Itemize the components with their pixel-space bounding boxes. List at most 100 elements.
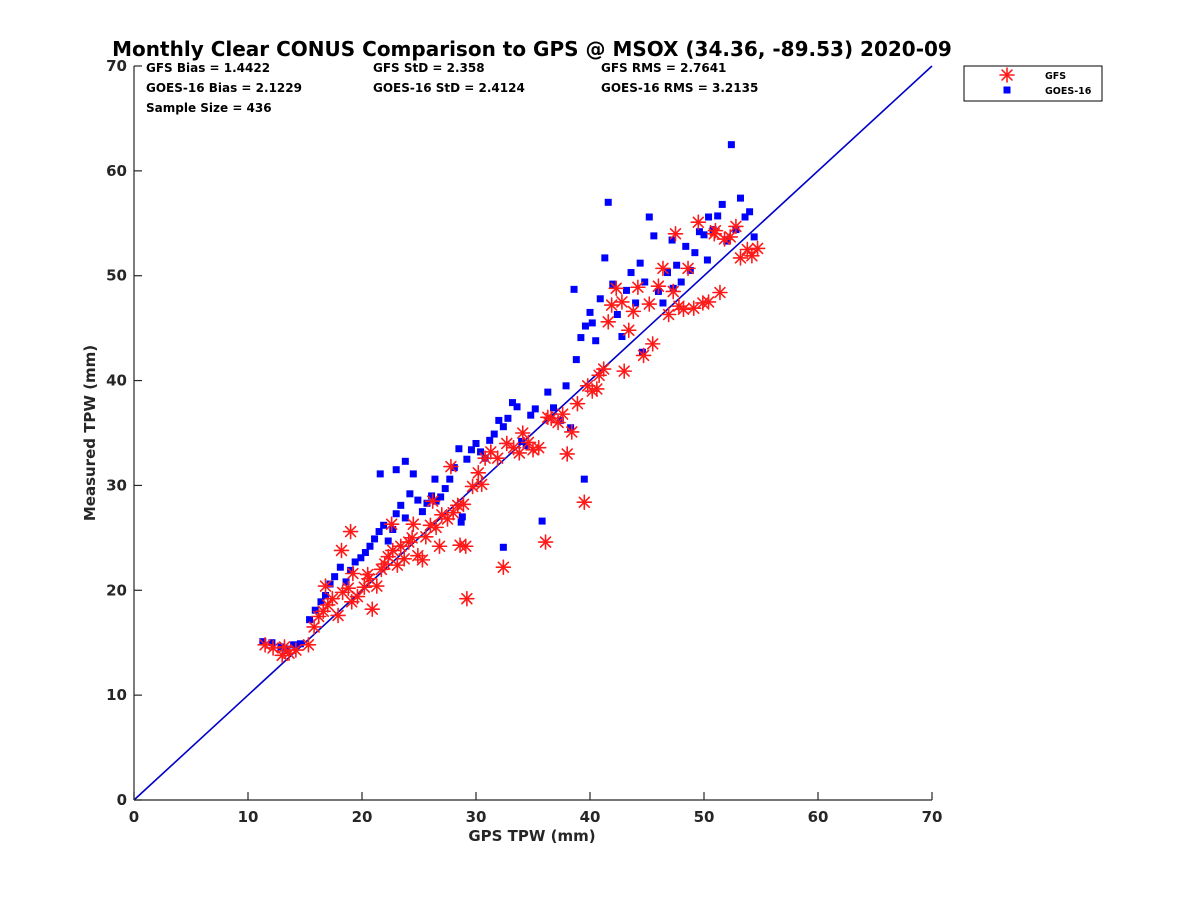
goes16-point: [401, 457, 409, 465]
gfs-point: [712, 284, 728, 301]
goes16-point: [570, 285, 578, 293]
gfs-point: [276, 639, 293, 655]
gfs-point: [616, 363, 633, 379]
goes16-point: [718, 200, 726, 208]
goes16-point: [567, 424, 575, 432]
gfs-point: [744, 247, 760, 264]
x-tick-label: 60: [808, 808, 829, 826]
gfs-point: [655, 260, 671, 277]
statistics-block: GFS Bias = 1.4422 GFS StD = 2.358 GFS RM…: [146, 61, 758, 115]
gfs-point: [489, 450, 506, 466]
stat-goes16-bias: GOES-16 Bias = 2.1229: [146, 81, 302, 95]
goes16-point: [380, 521, 388, 529]
gfs-point: [330, 607, 346, 624]
goes16-point: [613, 311, 621, 319]
gfs-point: [530, 439, 547, 456]
goes16-point: [673, 261, 681, 269]
goes16-point: [592, 337, 600, 345]
one-to-one-line: [133, 65, 933, 801]
goes16-point: [518, 437, 526, 445]
x-tick-label: 50: [694, 808, 715, 826]
gfs-point: [600, 314, 617, 330]
goes16-point: [531, 405, 539, 413]
goes16-point: [504, 414, 512, 422]
gfs-point: [464, 478, 481, 495]
goes16-point: [490, 430, 498, 438]
gfs-point: [665, 283, 682, 300]
goes16-point: [499, 543, 507, 551]
goes16-point: [397, 501, 405, 509]
x-tick-label: 40: [580, 808, 601, 826]
x-tick-label: 30: [466, 808, 487, 826]
gfs-point: [511, 445, 528, 461]
gfs-point: [700, 294, 717, 310]
gfs-point: [680, 260, 696, 277]
goes16-point: [463, 455, 471, 463]
goes16-point: [342, 578, 350, 586]
goes16-point: [357, 554, 365, 562]
x-tick-label: 70: [922, 808, 943, 826]
goes16-point: [746, 208, 754, 216]
gfs-point: [595, 361, 612, 377]
legend-marker-goes16: [1003, 86, 1011, 94]
goes16-point: [508, 399, 516, 407]
goes16-point: [431, 475, 439, 483]
goes16-point: [562, 382, 570, 390]
goes16-point: [636, 259, 644, 267]
stat-goes16-rms: GOES-16 RMS = 3.2135: [601, 81, 758, 95]
gfs-point: [559, 446, 576, 462]
gfs-point: [514, 425, 531, 441]
gfs-point: [422, 517, 439, 534]
gfs-point: [728, 218, 744, 235]
goes16-point: [581, 322, 589, 330]
gfs-point: [660, 306, 677, 323]
goes16-point: [544, 388, 552, 396]
gfs-point: [455, 496, 472, 513]
gfs-point: [300, 637, 317, 653]
gfs-point: [630, 279, 646, 296]
y-tick-label: 0: [117, 791, 127, 809]
goes16-point: [659, 299, 667, 307]
stat-sample-size: Sample Size = 436: [146, 101, 272, 115]
goes16-point: [326, 580, 334, 588]
goes16-point: [727, 141, 735, 149]
gfs-point: [342, 523, 359, 540]
goes16-point: [371, 535, 379, 543]
goes16-point: [703, 256, 711, 264]
goes16-point: [741, 213, 749, 221]
y-tick-label: 10: [106, 686, 127, 704]
gfs-point: [418, 529, 434, 545]
gfs-point: [473, 476, 490, 493]
goes16-point: [455, 445, 463, 453]
gfs-point: [317, 578, 334, 594]
gfs-point: [470, 465, 487, 481]
reference-line-layer: [133, 65, 933, 801]
goes16-point: [604, 198, 612, 206]
goes16-point: [714, 212, 722, 220]
legend-marker-gfs: [999, 67, 1015, 83]
goes16-point: [682, 242, 690, 250]
gfs-point: [749, 240, 766, 257]
gfs-point: [396, 551, 412, 567]
goes16-point: [290, 641, 298, 649]
goes16-point: [331, 573, 339, 581]
goes16-point: [376, 470, 384, 478]
goes16-point: [527, 411, 535, 419]
gfs-point: [603, 297, 620, 313]
gfs-point: [340, 580, 357, 596]
goes16-point: [406, 490, 414, 498]
gfs-point: [644, 336, 661, 352]
gfs-point: [732, 250, 749, 266]
legend-label-goes16: GOES-16: [1045, 86, 1092, 97]
goes16-point: [401, 514, 409, 522]
y-tick-label: 50: [106, 267, 127, 285]
goes16-point: [268, 639, 276, 647]
goes16-point: [441, 485, 449, 493]
legend-gfs-asterisk: [999, 67, 1015, 83]
gfs-point: [620, 322, 637, 339]
goes16-point: [409, 470, 417, 478]
gfs-point: [333, 542, 350, 559]
series-gfs: [257, 214, 766, 664]
goes16-point: [446, 475, 454, 483]
